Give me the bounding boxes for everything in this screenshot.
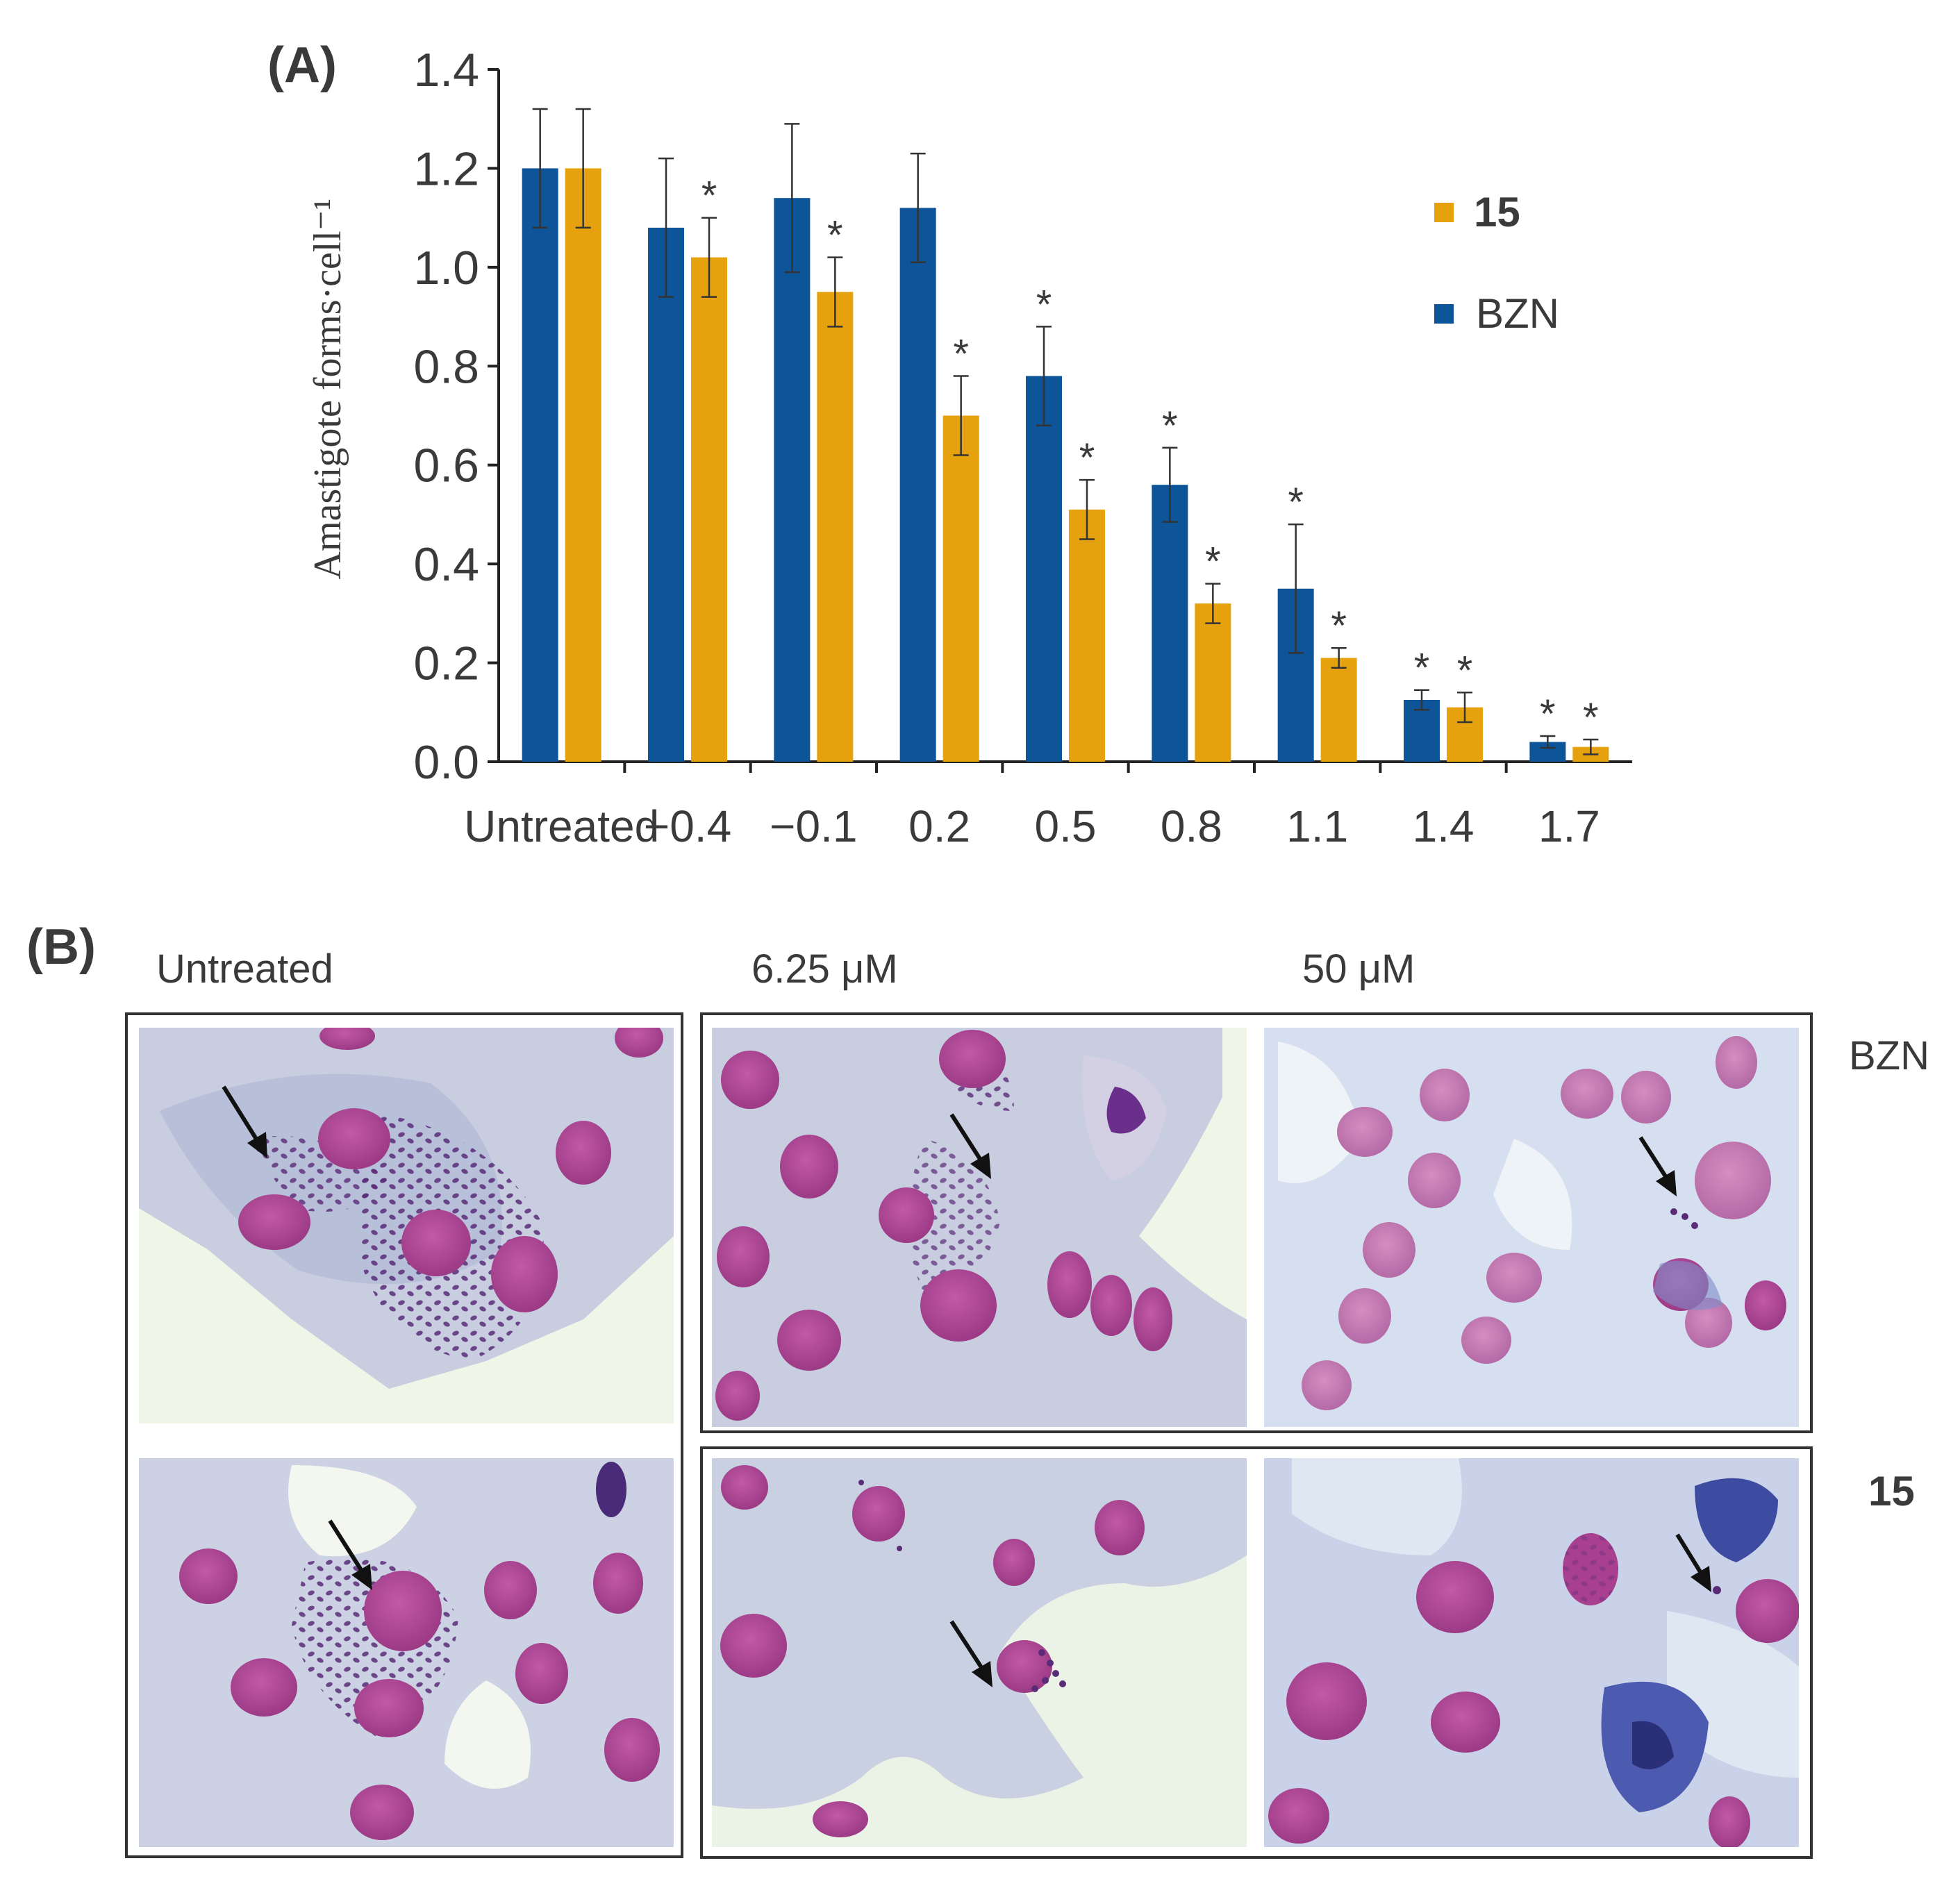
x-tick-label: 1.7 <box>1538 801 1600 851</box>
y-tick-label: 0.8 <box>413 340 479 393</box>
bars: * * * * * * * * * * * * * <box>522 108 1609 762</box>
x-tick-label: Untreated <box>464 801 659 851</box>
x-tick-label: 1.4 <box>1413 801 1475 851</box>
significance-asterisk: * <box>1331 603 1347 649</box>
column-label-50um: 50 μM <box>1302 946 1415 992</box>
y-tick-label: 1.2 <box>413 142 479 195</box>
arrow-down-right-icon <box>1656 1170 1677 1196</box>
x-axis: Untreated−0.4 −0.1 0.2 0.5 0.8 1.1 1.4 1.7 <box>464 760 1632 851</box>
micrograph-bzn-6-25um <box>712 1028 1247 1427</box>
bar-15-4 <box>1069 509 1105 762</box>
bar-15-1 <box>691 257 727 762</box>
x-tick-label: 0.5 <box>1035 801 1097 851</box>
bar-bzn-2 <box>774 198 811 762</box>
significance-asterisk: * <box>701 174 717 219</box>
bar-bzn-1 <box>648 227 684 762</box>
arrow-down-right-icon <box>1691 1566 1711 1592</box>
y-tick-label: 0.2 <box>413 637 479 690</box>
arrow-down-right-icon <box>247 1132 267 1158</box>
significance-asterisk: * <box>1205 540 1221 585</box>
bar-15-3 <box>942 415 979 762</box>
significance-asterisk: * <box>1414 646 1430 691</box>
legend-label-15: 15 <box>1474 189 1520 235</box>
micrograph-untreated-top <box>139 1028 674 1423</box>
panel-a-label: (A) <box>267 37 337 93</box>
significance-asterisk: * <box>1540 692 1556 737</box>
legend: 15 BZN <box>1434 189 1559 337</box>
legend-swatch-15 <box>1434 203 1454 222</box>
significance-asterisk: * <box>1036 282 1052 327</box>
significance-asterisk: * <box>1162 403 1178 449</box>
y-tick-label: 0.0 <box>413 736 479 789</box>
frame-untreated <box>125 1012 683 1858</box>
y-axis-label: Amastigote forms·cell⁻¹ <box>306 199 349 580</box>
micrograph-bzn-50um <box>1264 1028 1799 1427</box>
y-tick-label: 1.4 <box>413 44 479 97</box>
micrograph-15-50um <box>1264 1458 1799 1847</box>
x-tick-label: 1.1 <box>1286 801 1348 851</box>
significance-asterisk: * <box>1457 648 1473 693</box>
legend-label-bzn: BZN <box>1476 290 1559 337</box>
bar-chart: Amastigote forms·cell⁻¹ 0.0 0.2 0.4 0.6 0.8 1… <box>306 44 1632 851</box>
y-axis: 0.0 0.2 0.4 0.6 0.8 1.0 1.2 1.4 <box>413 44 500 789</box>
panel-b-label: (B) <box>26 919 96 975</box>
x-tick-label: 0.2 <box>908 801 970 851</box>
bar-15-5 <box>1195 603 1231 762</box>
x-tick-label: −0.4 <box>644 801 731 851</box>
micrograph-untreated-bottom <box>139 1458 674 1847</box>
y-tick-label: 0.4 <box>413 538 479 591</box>
x-tick-label: 0.8 <box>1161 801 1222 851</box>
significance-asterisk: * <box>1583 695 1599 740</box>
bar-bzn-0 <box>522 168 558 762</box>
x-tick-label: −0.1 <box>770 801 857 851</box>
frame-bzn <box>700 1012 1813 1433</box>
y-tick-label: 1.0 <box>413 242 479 294</box>
bar-15-2 <box>817 292 854 762</box>
frame-15 <box>700 1446 1813 1859</box>
bar-bzn-4 <box>1026 376 1062 762</box>
row-label-15: 15 <box>1868 1468 1915 1514</box>
micrograph-15-6-25um <box>712 1458 1247 1847</box>
significance-asterisk: * <box>953 332 969 377</box>
column-label-6-25um: 6.25 μM <box>751 946 898 992</box>
bar-bzn-3 <box>899 208 936 762</box>
column-label-untreated: Untreated <box>156 946 333 992</box>
y-tick-label: 0.6 <box>413 440 479 492</box>
arrow-down-right-icon <box>351 1564 372 1590</box>
bar-15-0 <box>565 168 601 762</box>
significance-asterisk: * <box>1288 480 1304 525</box>
legend-swatch-bzn <box>1434 304 1454 324</box>
significance-asterisk: * <box>827 213 843 258</box>
arrow-down-right-icon <box>972 1661 993 1687</box>
significance-asterisk: * <box>1079 435 1095 481</box>
bar-bzn-5 <box>1152 485 1188 762</box>
arrow-down-right-icon <box>970 1153 991 1179</box>
bar-15-6 <box>1320 658 1357 762</box>
row-label-bzn: BZN <box>1849 1033 1929 1078</box>
